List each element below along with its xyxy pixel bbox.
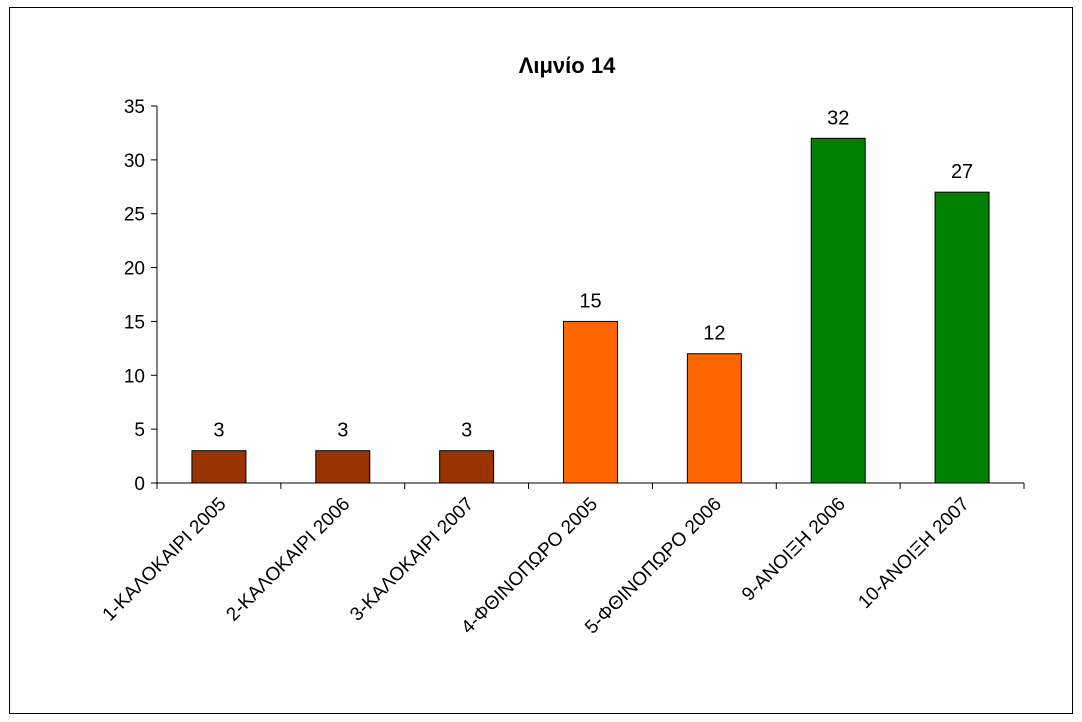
x-tick-label: 3-ΚΑΛΟΚΑΙΡΙ 2007 bbox=[346, 494, 478, 626]
x-tick-label: 5-ΦΘΙΝΟΠΩΡΟ 2006 bbox=[581, 494, 726, 639]
y-tick-label: 10 bbox=[124, 366, 145, 387]
data-label: 15 bbox=[579, 290, 601, 312]
bar-chart: Λιμνίο 14 0 5 10 15 20 25 30 35 3 3 3 15 12 32 27 1-Κ… bbox=[99, 53, 1025, 639]
y-tick-label: 25 bbox=[124, 205, 145, 226]
y-tick-label: 0 bbox=[134, 474, 145, 495]
data-label: 12 bbox=[703, 323, 725, 345]
x-tick-label: 1-ΚΑΛΟΚΑΙΡΙ 2005 bbox=[99, 494, 231, 626]
bar bbox=[315, 450, 371, 484]
data-labels: 3 3 3 15 12 32 27 bbox=[213, 107, 973, 441]
y-tick-label: 15 bbox=[124, 312, 145, 333]
y-tick-label: 35 bbox=[124, 97, 145, 118]
data-label: 3 bbox=[337, 420, 348, 442]
y-tick-label: 30 bbox=[124, 151, 145, 172]
bar bbox=[686, 353, 742, 484]
bar bbox=[810, 137, 866, 484]
data-label: 27 bbox=[951, 161, 973, 183]
data-label: 32 bbox=[827, 107, 849, 129]
x-tick-label: 2-ΚΑΛΟΚΑΙΡΙ 2006 bbox=[222, 494, 354, 626]
x-tick-label: 9-ΑΝΟΙΞΗ 2006 bbox=[738, 494, 850, 606]
chart-frame: Λιμνίο 14 0 5 10 15 20 25 30 35 3 3 3 15 12 32 27 1-Κ… bbox=[9, 7, 1073, 714]
y-axis-ticks: 0 5 10 15 20 25 30 35 bbox=[124, 97, 157, 495]
bar bbox=[439, 450, 495, 484]
chart-title: Λιμνίο 14 bbox=[519, 53, 616, 78]
y-tick-label: 5 bbox=[134, 420, 145, 441]
x-tick-label: 4-ΦΘΙΝΟΠΩΡΟ 2005 bbox=[457, 494, 602, 639]
data-label: 3 bbox=[213, 420, 224, 442]
bar bbox=[191, 450, 247, 484]
bar bbox=[563, 320, 618, 484]
y-tick-label: 20 bbox=[124, 259, 145, 280]
data-label: 3 bbox=[461, 420, 472, 442]
bar bbox=[934, 191, 990, 484]
x-tick-label: 10-ΑΝΟΙΞΗ 2007 bbox=[854, 494, 973, 613]
bars bbox=[191, 137, 990, 484]
